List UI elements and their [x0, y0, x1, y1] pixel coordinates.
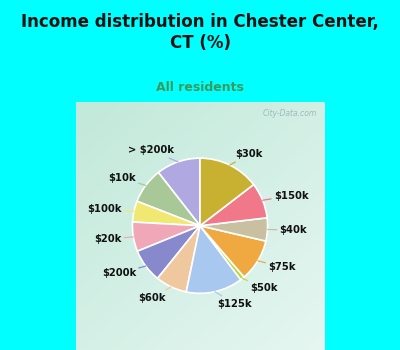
Wedge shape — [200, 218, 268, 241]
Wedge shape — [158, 158, 200, 226]
Text: City-Data.com: City-Data.com — [262, 109, 317, 118]
Text: $30k: $30k — [230, 149, 263, 165]
Text: Income distribution in Chester Center,
CT (%): Income distribution in Chester Center, C… — [21, 13, 379, 52]
Wedge shape — [186, 226, 241, 293]
Text: $50k: $50k — [242, 278, 278, 293]
Wedge shape — [132, 201, 200, 226]
Text: > $200k: > $200k — [128, 145, 178, 162]
Text: $200k: $200k — [102, 266, 146, 278]
Text: $150k: $150k — [262, 191, 308, 201]
Wedge shape — [200, 158, 254, 226]
Wedge shape — [200, 226, 266, 277]
Text: $20k: $20k — [94, 234, 133, 244]
Wedge shape — [137, 173, 200, 226]
Text: $60k: $60k — [138, 287, 171, 303]
Text: $100k: $100k — [88, 204, 134, 214]
Text: All residents: All residents — [156, 81, 244, 94]
Wedge shape — [132, 222, 200, 251]
Wedge shape — [138, 226, 200, 278]
Text: $10k: $10k — [108, 173, 146, 186]
Text: $125k: $125k — [215, 292, 252, 309]
Wedge shape — [158, 226, 200, 292]
Text: $40k: $40k — [268, 225, 307, 235]
Wedge shape — [200, 226, 244, 280]
Text: $75k: $75k — [258, 261, 296, 272]
Wedge shape — [200, 184, 267, 226]
